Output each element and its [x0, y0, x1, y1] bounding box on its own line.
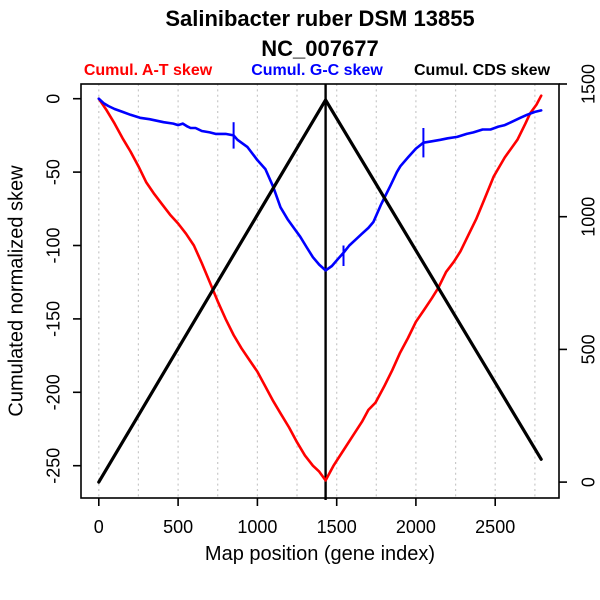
x-tick-label: 2000 [396, 517, 436, 537]
x-tick-label: 1500 [317, 517, 357, 537]
legend-cds-skew: Cumul. CDS skew [413, 62, 551, 79]
cumul-a-t-skew-line [97, 94, 543, 482]
x-tick-label: 0 [94, 517, 104, 537]
y-left-tick-label: -50 [43, 159, 63, 185]
y-axis-label: Cumulated normalized skew [5, 165, 28, 417]
cumul-g-c-skew-line [97, 97, 543, 272]
x-tick-label: 500 [163, 517, 193, 537]
x-tick-label: 1000 [237, 517, 277, 537]
y-right-tick-label: 1000 [578, 197, 598, 237]
y-left-tick-label: -200 [43, 374, 63, 410]
cumul-cds-skew-line [97, 98, 543, 484]
y-right-tick-label: 1500 [578, 64, 598, 104]
y-right-tick-label: 0 [578, 477, 598, 487]
legend-gc-skew: Cumul. G-C skew [251, 62, 383, 79]
y-left-tick-label: -250 [43, 448, 63, 484]
y-left-tick-label: 0 [43, 94, 63, 104]
x-tick-label: 2500 [475, 517, 515, 537]
y-right-tick-label: 500 [578, 334, 598, 364]
x-axis-label: Map position (gene index) [204, 543, 436, 565]
legend-at-skew: Cumul. A-T skew [83, 62, 213, 79]
chart-title: Salinibacter ruber DSM 13855 [165, 6, 475, 31]
plot-border [80, 83, 560, 499]
chart-subtitle: NC_007677 [261, 36, 379, 61]
y-left-tick-label: -150 [43, 301, 63, 337]
y-left-tick-label: -100 [43, 227, 63, 263]
